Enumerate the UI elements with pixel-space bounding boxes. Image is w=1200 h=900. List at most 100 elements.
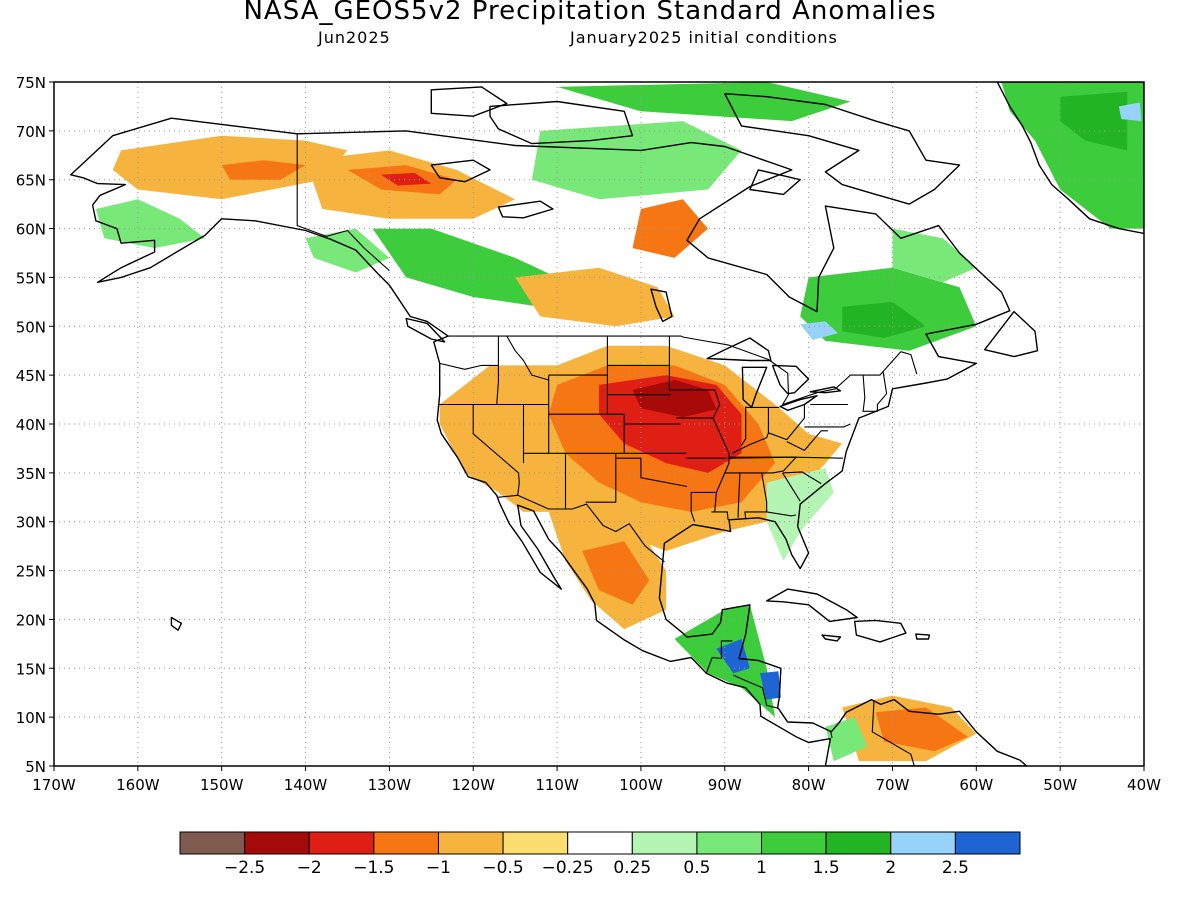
lat-tick-label: 60N (16, 221, 46, 239)
anomaly-region-greenland-blue (1118, 102, 1142, 122)
political-borders (296, 133, 918, 766)
coastline-cuba (766, 588, 858, 623)
colorbar-swatch (567, 831, 633, 855)
anomaly-region-yukon-darkest (381, 172, 432, 186)
anomaly-shading (95, 82, 1144, 762)
anomaly-region-venezuela-dry-core (875, 707, 968, 752)
border-id-mt (506, 335, 549, 381)
colorbar-swatch (761, 831, 827, 855)
border-new-england (862, 372, 888, 412)
coastline-banks-island (430, 86, 508, 117)
anomaly-region-hudson-bay-west-dry (632, 199, 708, 258)
lon-tick-label: 90W (708, 776, 742, 794)
border-sc-ga (782, 472, 801, 502)
colorbar-swatch (954, 831, 1021, 855)
border-ok-panhandle (615, 457, 688, 488)
colorbar-swatch (696, 831, 763, 855)
anomaly-region-quebec-wet-dark (842, 301, 926, 338)
border-il-in (741, 406, 747, 446)
lat-lon-grid (54, 82, 1144, 766)
border-id-west (496, 336, 499, 405)
coastline-hispaniola (854, 619, 907, 643)
colorbar-label: −0.5 (482, 858, 523, 878)
colorbar-label: −0.25 (542, 858, 594, 878)
colorbar-swatch (437, 831, 504, 855)
coastline-puerto-rico (915, 633, 931, 640)
coastline-great-slave-lake (497, 200, 554, 219)
colorbar-label: 2 (885, 858, 896, 878)
border-la-ms-31 (711, 511, 729, 520)
lon-tick-label: 60W (959, 776, 993, 794)
anomaly-region-southeast-us-wet (766, 468, 834, 561)
lat-tick-label: 55N (16, 269, 46, 287)
lon-tick-label: 80W (792, 776, 826, 794)
lon-tick-label: 140W (284, 776, 328, 794)
colorbar-label: 2.5 (942, 858, 969, 878)
lon-tick-label: 160W (116, 776, 160, 794)
border-ky-tn-north (728, 456, 844, 459)
anomaly-region-alaska-interior-dry-core (221, 160, 306, 180)
border-us-canada-east (680, 335, 918, 406)
colorbar-swatch (179, 831, 246, 855)
border-wa-or (439, 362, 499, 370)
border-co-nm-east-103 (585, 453, 617, 503)
border-ca-nv (472, 404, 519, 474)
anomaly-region-mexico-dry-core (582, 541, 650, 605)
lat-tick-label: 40N (16, 416, 46, 434)
colorbar-label: −1 (426, 858, 451, 878)
lon-tick-label: 170W (32, 776, 76, 794)
coastline-jamaica (821, 634, 842, 642)
lon-tick-label: 40W (1127, 776, 1161, 794)
coastline-north-america (70, 117, 1028, 766)
forecast-month-label: Jun2025 (318, 28, 391, 47)
border-va-wv (786, 430, 828, 451)
anomaly-region-bc-wet (372, 228, 558, 307)
lat-tick-label: 45N (16, 367, 46, 385)
colorbar-label: 1.5 (813, 858, 840, 878)
lat-tick-label: 5N (25, 758, 46, 776)
lat-tick-label: 35N (16, 465, 46, 483)
colorbar-label: 1 (756, 858, 767, 878)
colorbar-swatch (890, 831, 956, 855)
longitude-axis: 170W 160W 150W 140W 130W 120W 110W 100W 90W 80W 70… (32, 766, 1161, 794)
lat-tick-label: 50N (16, 318, 46, 336)
coastline-lake-erie (779, 395, 818, 411)
map-title: NASA_GEOS5v2 Precipitation Standard Anom… (243, 0, 937, 26)
coastline-hawaii (170, 616, 183, 631)
anomaly-region-greenland-dark (1060, 91, 1128, 151)
coastline-lake-winnipeg (650, 288, 673, 323)
colorbar-label: −2.5 (224, 858, 265, 878)
colorbar-label: 0.25 (613, 858, 651, 878)
lat-tick-label: 10N (16, 709, 46, 727)
lat-tick-label: 75N (16, 74, 46, 92)
lat-tick-label: 70N (16, 123, 46, 141)
coastline-victoria-island (489, 100, 634, 145)
colorbar-swatch (373, 831, 439, 855)
anomaly-region-colombia-wet-edge (825, 717, 868, 762)
border-ms-al (737, 472, 741, 518)
lon-tick-label: 150W (200, 776, 244, 794)
coastline-newfoundland (984, 310, 1039, 358)
border-az-west (517, 472, 520, 496)
border-nc-sc (782, 471, 822, 485)
border-guatemala-mexico (705, 640, 733, 674)
border-central-america-borders (732, 674, 788, 722)
anomaly-region-nw-canada-wet (531, 121, 742, 200)
latitude-axis: 75N 70N 65N 60N 55N 50N 45N 40N 35N 30N 25N 20N 15N 1… (16, 74, 54, 776)
coastline-vancouver-island (405, 317, 446, 343)
coastline-great-bear-lake (430, 159, 491, 183)
anomaly-region-labrador-light-wet (892, 228, 977, 283)
lat-tick-label: 30N (16, 514, 46, 532)
border-us-mexico (497, 494, 665, 563)
lon-tick-label: 50W (1043, 776, 1077, 794)
colorbar-label: −1.5 (353, 858, 394, 878)
coastline-lake-superior (706, 337, 772, 362)
border-mason-dixon (804, 423, 851, 428)
colorbar-swatch (308, 831, 375, 855)
anomaly-region-canadian-arctic-islands (557, 82, 851, 122)
border-ga-fl (766, 511, 797, 517)
anomaly-region-prairie-dry (515, 267, 675, 327)
colorbar-label: −2 (297, 858, 322, 878)
